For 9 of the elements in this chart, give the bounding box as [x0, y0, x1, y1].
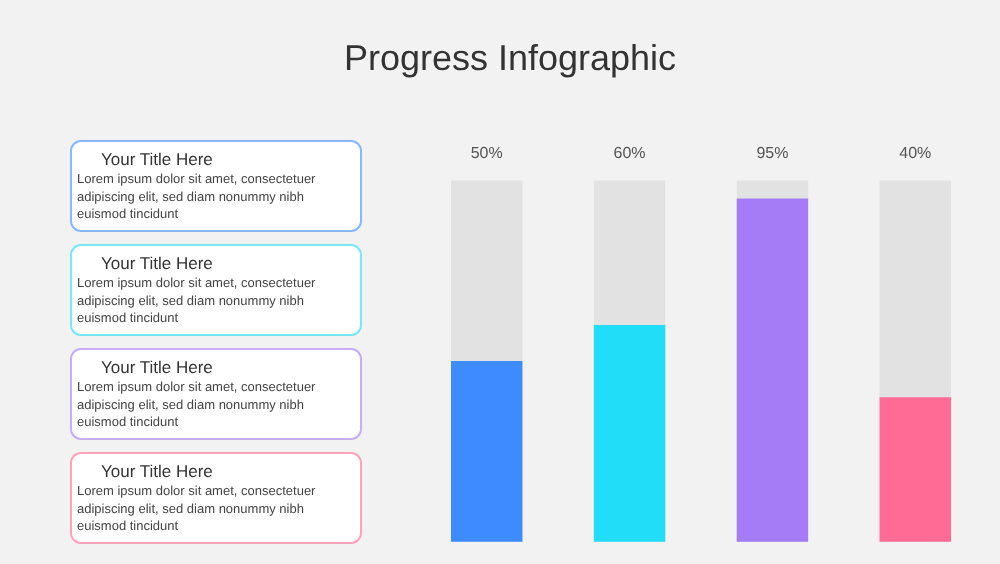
text: Your Title Here [101, 253, 214, 273]
data-label: 60% [613, 144, 646, 163]
data-label: 40% [899, 144, 932, 163]
text: Your Title Here [101, 461, 214, 481]
data-label: 50% [470, 144, 503, 163]
data-label: 95% [756, 144, 789, 163]
text: Your Title Here [101, 149, 214, 169]
chart-title: Progress Infographic [343, 36, 677, 82]
text: Your Title Here [101, 357, 214, 377]
